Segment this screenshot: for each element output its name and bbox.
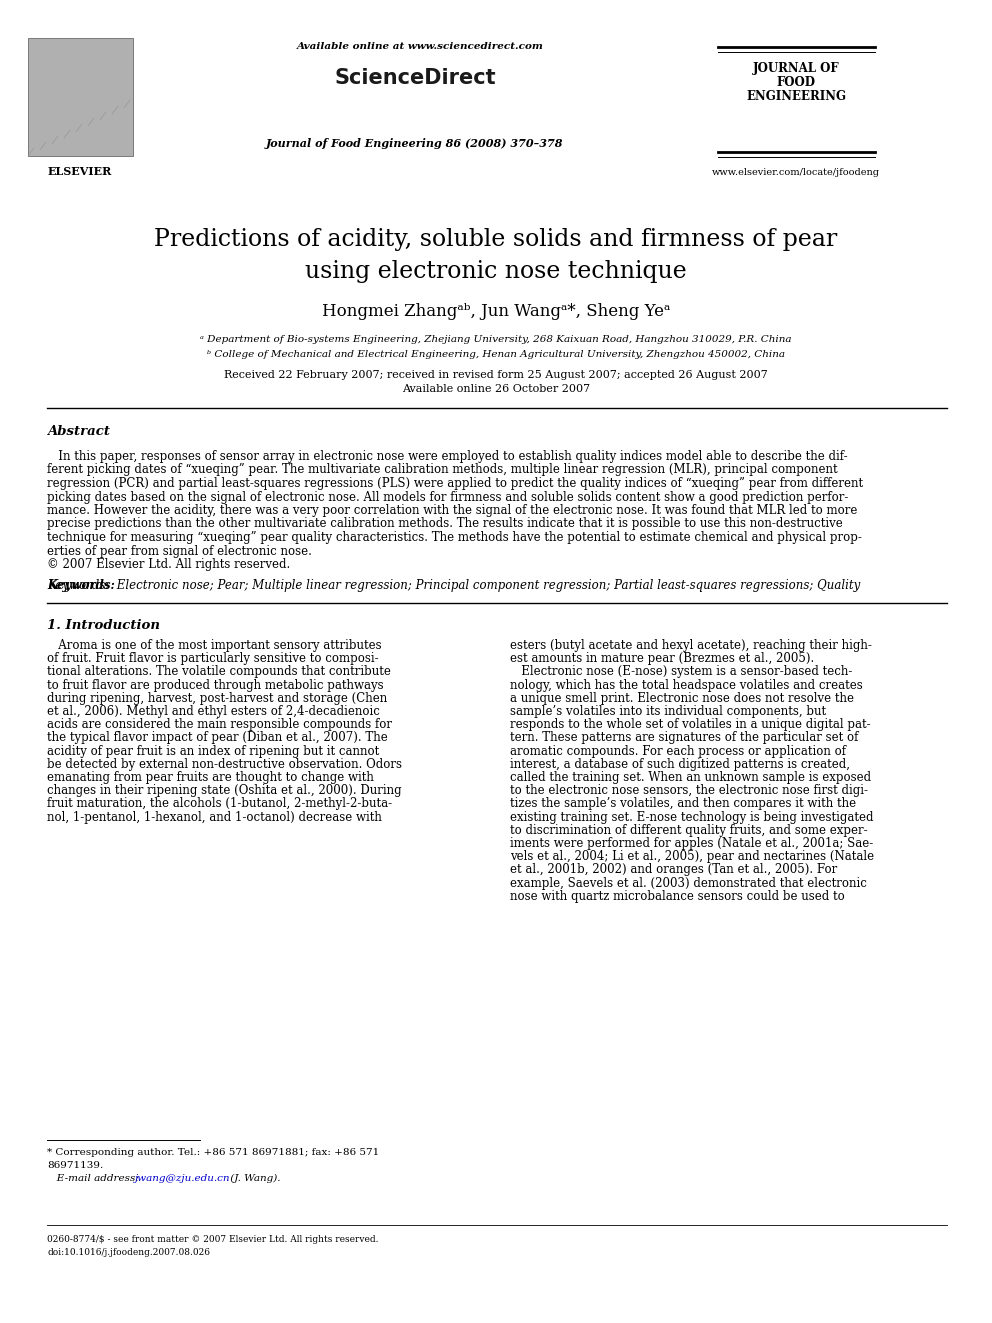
Text: ᵃ Department of Bio-systems Engineering, Zhejiang University, 268 Kaixuan Road, : ᵃ Department of Bio-systems Engineering,… xyxy=(200,335,792,344)
Text: interest, a database of such digitized patterns is created,: interest, a database of such digitized p… xyxy=(510,758,850,771)
Text: acids are considered the main responsible compounds for: acids are considered the main responsibl… xyxy=(47,718,392,732)
Text: tional alterations. The volatile compounds that contribute: tional alterations. The volatile compoun… xyxy=(47,665,391,679)
Text: existing training set. E-nose technology is being investigated: existing training set. E-nose technology… xyxy=(510,811,874,824)
Text: to discrimination of different quality fruits, and some exper-: to discrimination of different quality f… xyxy=(510,824,868,837)
Text: emanating from pear fruits are thought to change with: emanating from pear fruits are thought t… xyxy=(47,771,374,785)
Text: et al., 2001b, 2002) and oranges (Tan et al., 2005). For: et al., 2001b, 2002) and oranges (Tan et… xyxy=(510,864,837,876)
Text: nose with quartz microbalance sensors could be used to: nose with quartz microbalance sensors co… xyxy=(510,890,845,902)
Text: * Corresponding author. Tel.: +86 571 86971881; fax: +86 571: * Corresponding author. Tel.: +86 571 86… xyxy=(47,1148,379,1158)
Text: be detected by external non-destructive observation. Odors: be detected by external non-destructive … xyxy=(47,758,402,771)
Text: jwang@zju.edu.cn: jwang@zju.edu.cn xyxy=(135,1174,230,1183)
Text: to the electronic nose sensors, the electronic nose first digi-: to the electronic nose sensors, the elec… xyxy=(510,785,868,798)
Text: In this paper, responses of sensor array in electronic nose were employed to est: In this paper, responses of sensor array… xyxy=(47,450,847,463)
Text: esters (butyl acetate and hexyl acetate), reaching their high-: esters (butyl acetate and hexyl acetate)… xyxy=(510,639,872,652)
Text: acidity of pear fruit is an index of ripening but it cannot: acidity of pear fruit is an index of rip… xyxy=(47,745,379,758)
Text: using electronic nose technique: using electronic nose technique xyxy=(306,261,686,283)
Text: regression (PCR) and partial least-squares regressions (PLS) were applied to pre: regression (PCR) and partial least-squar… xyxy=(47,478,863,490)
Text: ScienceDirect: ScienceDirect xyxy=(334,67,496,89)
Bar xyxy=(28,38,133,156)
Text: Keywords:  Electronic nose; Pear; Multiple linear regression; Principal componen: Keywords: Electronic nose; Pear; Multipl… xyxy=(47,579,860,593)
Text: ELSEVIER: ELSEVIER xyxy=(48,165,112,177)
Text: Aroma is one of the most important sensory attributes: Aroma is one of the most important senso… xyxy=(47,639,382,652)
Text: tern. These patterns are signatures of the particular set of: tern. These patterns are signatures of t… xyxy=(510,732,858,745)
Text: picking dates based on the signal of electronic nose. All models for firmness an: picking dates based on the signal of ele… xyxy=(47,491,848,504)
Text: 0260-8774/$ - see front matter © 2007 Elsevier Ltd. All rights reserved.: 0260-8774/$ - see front matter © 2007 El… xyxy=(47,1234,379,1244)
Text: ᵇ College of Mechanical and Electrical Engineering, Henan Agricultural Universit: ᵇ College of Mechanical and Electrical E… xyxy=(207,351,785,359)
Text: sample’s volatiles into its individual components, but: sample’s volatiles into its individual c… xyxy=(510,705,826,718)
Text: iments were performed for apples (Natale et al., 2001a; Sae-: iments were performed for apples (Natale… xyxy=(510,837,873,849)
Text: FOOD: FOOD xyxy=(777,75,815,89)
Text: of fruit. Fruit flavor is particularly sensitive to composi-: of fruit. Fruit flavor is particularly s… xyxy=(47,652,379,665)
Text: erties of pear from signal of electronic nose.: erties of pear from signal of electronic… xyxy=(47,545,311,557)
Text: tizes the sample’s volatiles, and then compares it with the: tizes the sample’s volatiles, and then c… xyxy=(510,798,856,811)
Text: a unique smell print. Electronic nose does not resolve the: a unique smell print. Electronic nose do… xyxy=(510,692,854,705)
Text: Predictions of acidity, soluble solids and firmness of pear: Predictions of acidity, soluble solids a… xyxy=(155,228,837,251)
Text: JOURNAL OF: JOURNAL OF xyxy=(753,62,839,75)
Text: nol, 1-pentanol, 1-hexanol, and 1-octanol) decrease with: nol, 1-pentanol, 1-hexanol, and 1-octano… xyxy=(47,811,382,824)
Text: mance. However the acidity, there was a very poor correlation with the signal of: mance. However the acidity, there was a … xyxy=(47,504,857,517)
Text: the typical flavor impact of pear (Diban et al., 2007). The: the typical flavor impact of pear (Diban… xyxy=(47,732,388,745)
Text: nology, which has the total headspace volatiles and creates: nology, which has the total headspace vo… xyxy=(510,679,863,692)
Text: et al., 2006). Methyl and ethyl esters of 2,4-decadienoic: et al., 2006). Methyl and ethyl esters o… xyxy=(47,705,380,718)
Text: E-mail address:: E-mail address: xyxy=(47,1174,142,1183)
Text: www.elsevier.com/locate/jfoodeng: www.elsevier.com/locate/jfoodeng xyxy=(712,168,880,177)
Text: Available online at www.sciencedirect.com: Available online at www.sciencedirect.co… xyxy=(297,42,544,52)
Text: fruit maturation, the alcohols (1-butanol, 2-methyl-2-buta-: fruit maturation, the alcohols (1-butano… xyxy=(47,798,392,811)
Text: ENGINEERING: ENGINEERING xyxy=(746,90,846,103)
Text: responds to the whole set of volatiles in a unique digital pat-: responds to the whole set of volatiles i… xyxy=(510,718,871,732)
Text: vels et al., 2004; Li et al., 2005), pear and nectarines (Natale: vels et al., 2004; Li et al., 2005), pea… xyxy=(510,851,874,863)
Text: ferent picking dates of “xueqing” pear. The multivariate calibration methods, mu: ferent picking dates of “xueqing” pear. … xyxy=(47,463,837,476)
Text: Received 22 February 2007; received in revised form 25 August 2007; accepted 26 : Received 22 February 2007; received in r… xyxy=(224,370,768,380)
Text: 1. Introduction: 1. Introduction xyxy=(47,619,160,632)
Text: called the training set. When an unknown sample is exposed: called the training set. When an unknown… xyxy=(510,771,871,785)
Text: Available online 26 October 2007: Available online 26 October 2007 xyxy=(402,384,590,394)
Text: Keywords:: Keywords: xyxy=(47,579,115,593)
Text: to fruit flavor are produced through metabolic pathways: to fruit flavor are produced through met… xyxy=(47,679,384,692)
Text: (J. Wang).: (J. Wang). xyxy=(227,1174,281,1183)
Text: aromatic compounds. For each process or application of: aromatic compounds. For each process or … xyxy=(510,745,846,758)
Text: Abstract: Abstract xyxy=(47,425,110,438)
Text: technique for measuring “xueqing” pear quality characteristics. The methods have: technique for measuring “xueqing” pear q… xyxy=(47,531,862,544)
Text: changes in their ripening state (Oshita et al., 2000). During: changes in their ripening state (Oshita … xyxy=(47,785,402,798)
Text: during ripening, harvest, post-harvest and storage (Chen: during ripening, harvest, post-harvest a… xyxy=(47,692,387,705)
Text: doi:10.1016/j.jfoodeng.2007.08.026: doi:10.1016/j.jfoodeng.2007.08.026 xyxy=(47,1248,210,1257)
Text: example, Saevels et al. (2003) demonstrated that electronic: example, Saevels et al. (2003) demonstra… xyxy=(510,877,867,889)
Text: est amounts in mature pear (Brezmes et al., 2005).: est amounts in mature pear (Brezmes et a… xyxy=(510,652,814,665)
Text: Hongmei Zhangᵃᵇ, Jun Wangᵃ*, Sheng Yeᵃ: Hongmei Zhangᵃᵇ, Jun Wangᵃ*, Sheng Yeᵃ xyxy=(321,303,671,320)
Text: © 2007 Elsevier Ltd. All rights reserved.: © 2007 Elsevier Ltd. All rights reserved… xyxy=(47,558,291,572)
Text: precise predictions than the other multivariate calibration methods. The results: precise predictions than the other multi… xyxy=(47,517,843,531)
Text: Journal of Food Engineering 86 (2008) 370–378: Journal of Food Engineering 86 (2008) 37… xyxy=(266,138,563,149)
Text: 86971139.: 86971139. xyxy=(47,1162,103,1170)
Text: Electronic nose (E-nose) system is a sensor-based tech-: Electronic nose (E-nose) system is a sen… xyxy=(510,665,852,679)
